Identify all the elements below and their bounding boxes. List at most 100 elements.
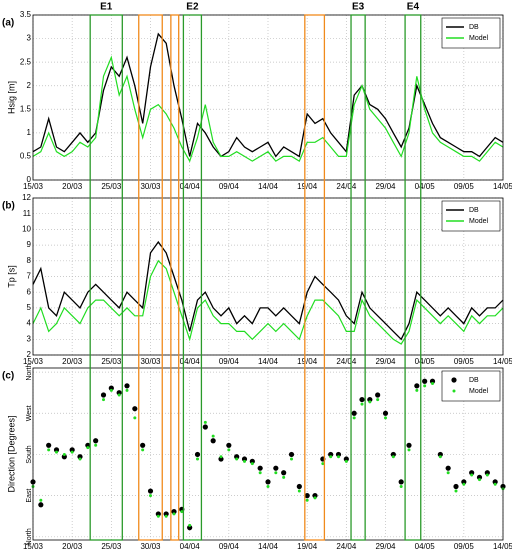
x-tick-label: 04/05	[415, 182, 436, 191]
event-box	[89, 14, 123, 541]
x-tick-label: 09/05	[454, 182, 475, 191]
series-line	[32, 259, 504, 345]
y-tick-label: 1	[27, 128, 32, 137]
x-tick-label: 09/04	[219, 542, 240, 550]
x-tick-label: 15/03	[23, 357, 44, 366]
data-point	[235, 457, 239, 461]
x-tick-label: 04/04	[180, 182, 201, 191]
data-point	[250, 462, 254, 466]
data-point	[241, 456, 248, 462]
data-point	[187, 525, 193, 531]
data-point	[304, 493, 310, 499]
y-tick-label: 3.5	[20, 10, 32, 19]
data-point	[108, 385, 114, 391]
data-point	[140, 442, 146, 448]
x-tick-label: 04/04	[180, 542, 201, 550]
data-point	[196, 457, 199, 461]
legend-box	[441, 370, 501, 402]
x-tick-label: 29/04	[375, 542, 396, 550]
y-tick-label: 1.5	[20, 104, 32, 113]
y-tick-label: 12	[22, 193, 31, 202]
data-point	[376, 398, 380, 402]
plot-frame	[32, 197, 504, 356]
event-box	[138, 14, 163, 541]
x-tick-label: 29/04	[375, 182, 396, 191]
data-point	[407, 448, 411, 452]
data-point	[47, 448, 51, 452]
data-point	[305, 498, 309, 502]
data-point	[344, 459, 348, 463]
data-point	[125, 388, 129, 392]
x-tick-label: 09/04	[219, 357, 240, 366]
data-point	[243, 459, 246, 463]
y-tick-label: 3	[27, 34, 32, 43]
data-point	[69, 447, 75, 453]
data-point	[124, 383, 130, 389]
y-tick-label: 11	[23, 209, 32, 218]
data-point	[484, 470, 490, 476]
x-tick-label: 15/03	[23, 182, 44, 191]
data-point	[258, 471, 262, 475]
data-point	[194, 451, 201, 458]
x-tick-label: 09/05	[454, 357, 475, 366]
x-tick-label: 24/04	[336, 182, 357, 191]
event-box	[182, 14, 203, 541]
legend-label: Model	[469, 388, 489, 395]
data-point	[172, 512, 176, 516]
data-point	[296, 483, 302, 490]
data-point	[116, 390, 122, 396]
x-tick-label: 30/03	[140, 357, 161, 366]
legend-label: DB	[469, 377, 479, 384]
y-tick-label: 0	[27, 175, 32, 184]
data-point	[117, 393, 121, 397]
panel-label: (c)	[2, 371, 14, 382]
data-point	[171, 509, 177, 515]
data-point	[446, 471, 450, 475]
event-label: E4	[407, 2, 420, 13]
plot-frame	[32, 367, 504, 541]
data-point	[368, 400, 372, 404]
y-tick-label: North	[26, 528, 33, 545]
series-line	[32, 240, 504, 341]
data-point	[453, 483, 459, 490]
data-point	[210, 438, 216, 444]
data-point	[61, 454, 67, 460]
x-tick-label: 20/03	[62, 542, 83, 550]
y-tick-label: 2.5	[20, 57, 32, 66]
data-point	[445, 465, 451, 471]
data-point	[382, 410, 389, 416]
y-tick-label: 5	[27, 303, 32, 312]
panel-label: (a)	[2, 18, 14, 29]
x-tick-label: 04/05	[415, 542, 436, 550]
data-point	[384, 416, 387, 420]
legend-box	[441, 200, 501, 232]
data-point	[141, 448, 145, 452]
data-point	[312, 493, 318, 499]
plot-area	[33, 368, 503, 540]
data-point	[226, 442, 232, 448]
plot-frame	[32, 14, 504, 181]
data-point	[437, 451, 443, 458]
x-tick-label: 25/03	[101, 542, 122, 550]
data-point	[399, 484, 403, 488]
data-point	[55, 450, 58, 454]
data-point	[149, 494, 152, 498]
data-point	[390, 451, 396, 458]
data-point	[493, 482, 497, 486]
data-point	[109, 388, 113, 392]
event-box	[170, 14, 180, 541]
data-point	[414, 383, 420, 389]
y-tick-label: East	[26, 489, 33, 503]
data-point	[375, 392, 381, 398]
data-point	[297, 489, 301, 493]
y-tick-label: 2	[27, 81, 32, 90]
x-tick-label: 04/05	[415, 357, 436, 366]
y-tick-label: 4	[27, 319, 32, 328]
data-point	[257, 465, 263, 471]
data-point	[46, 442, 52, 448]
data-point	[415, 388, 419, 392]
data-point	[429, 378, 436, 384]
y-tick-label: 6	[27, 287, 32, 296]
y-tick-label: 2	[27, 350, 32, 359]
